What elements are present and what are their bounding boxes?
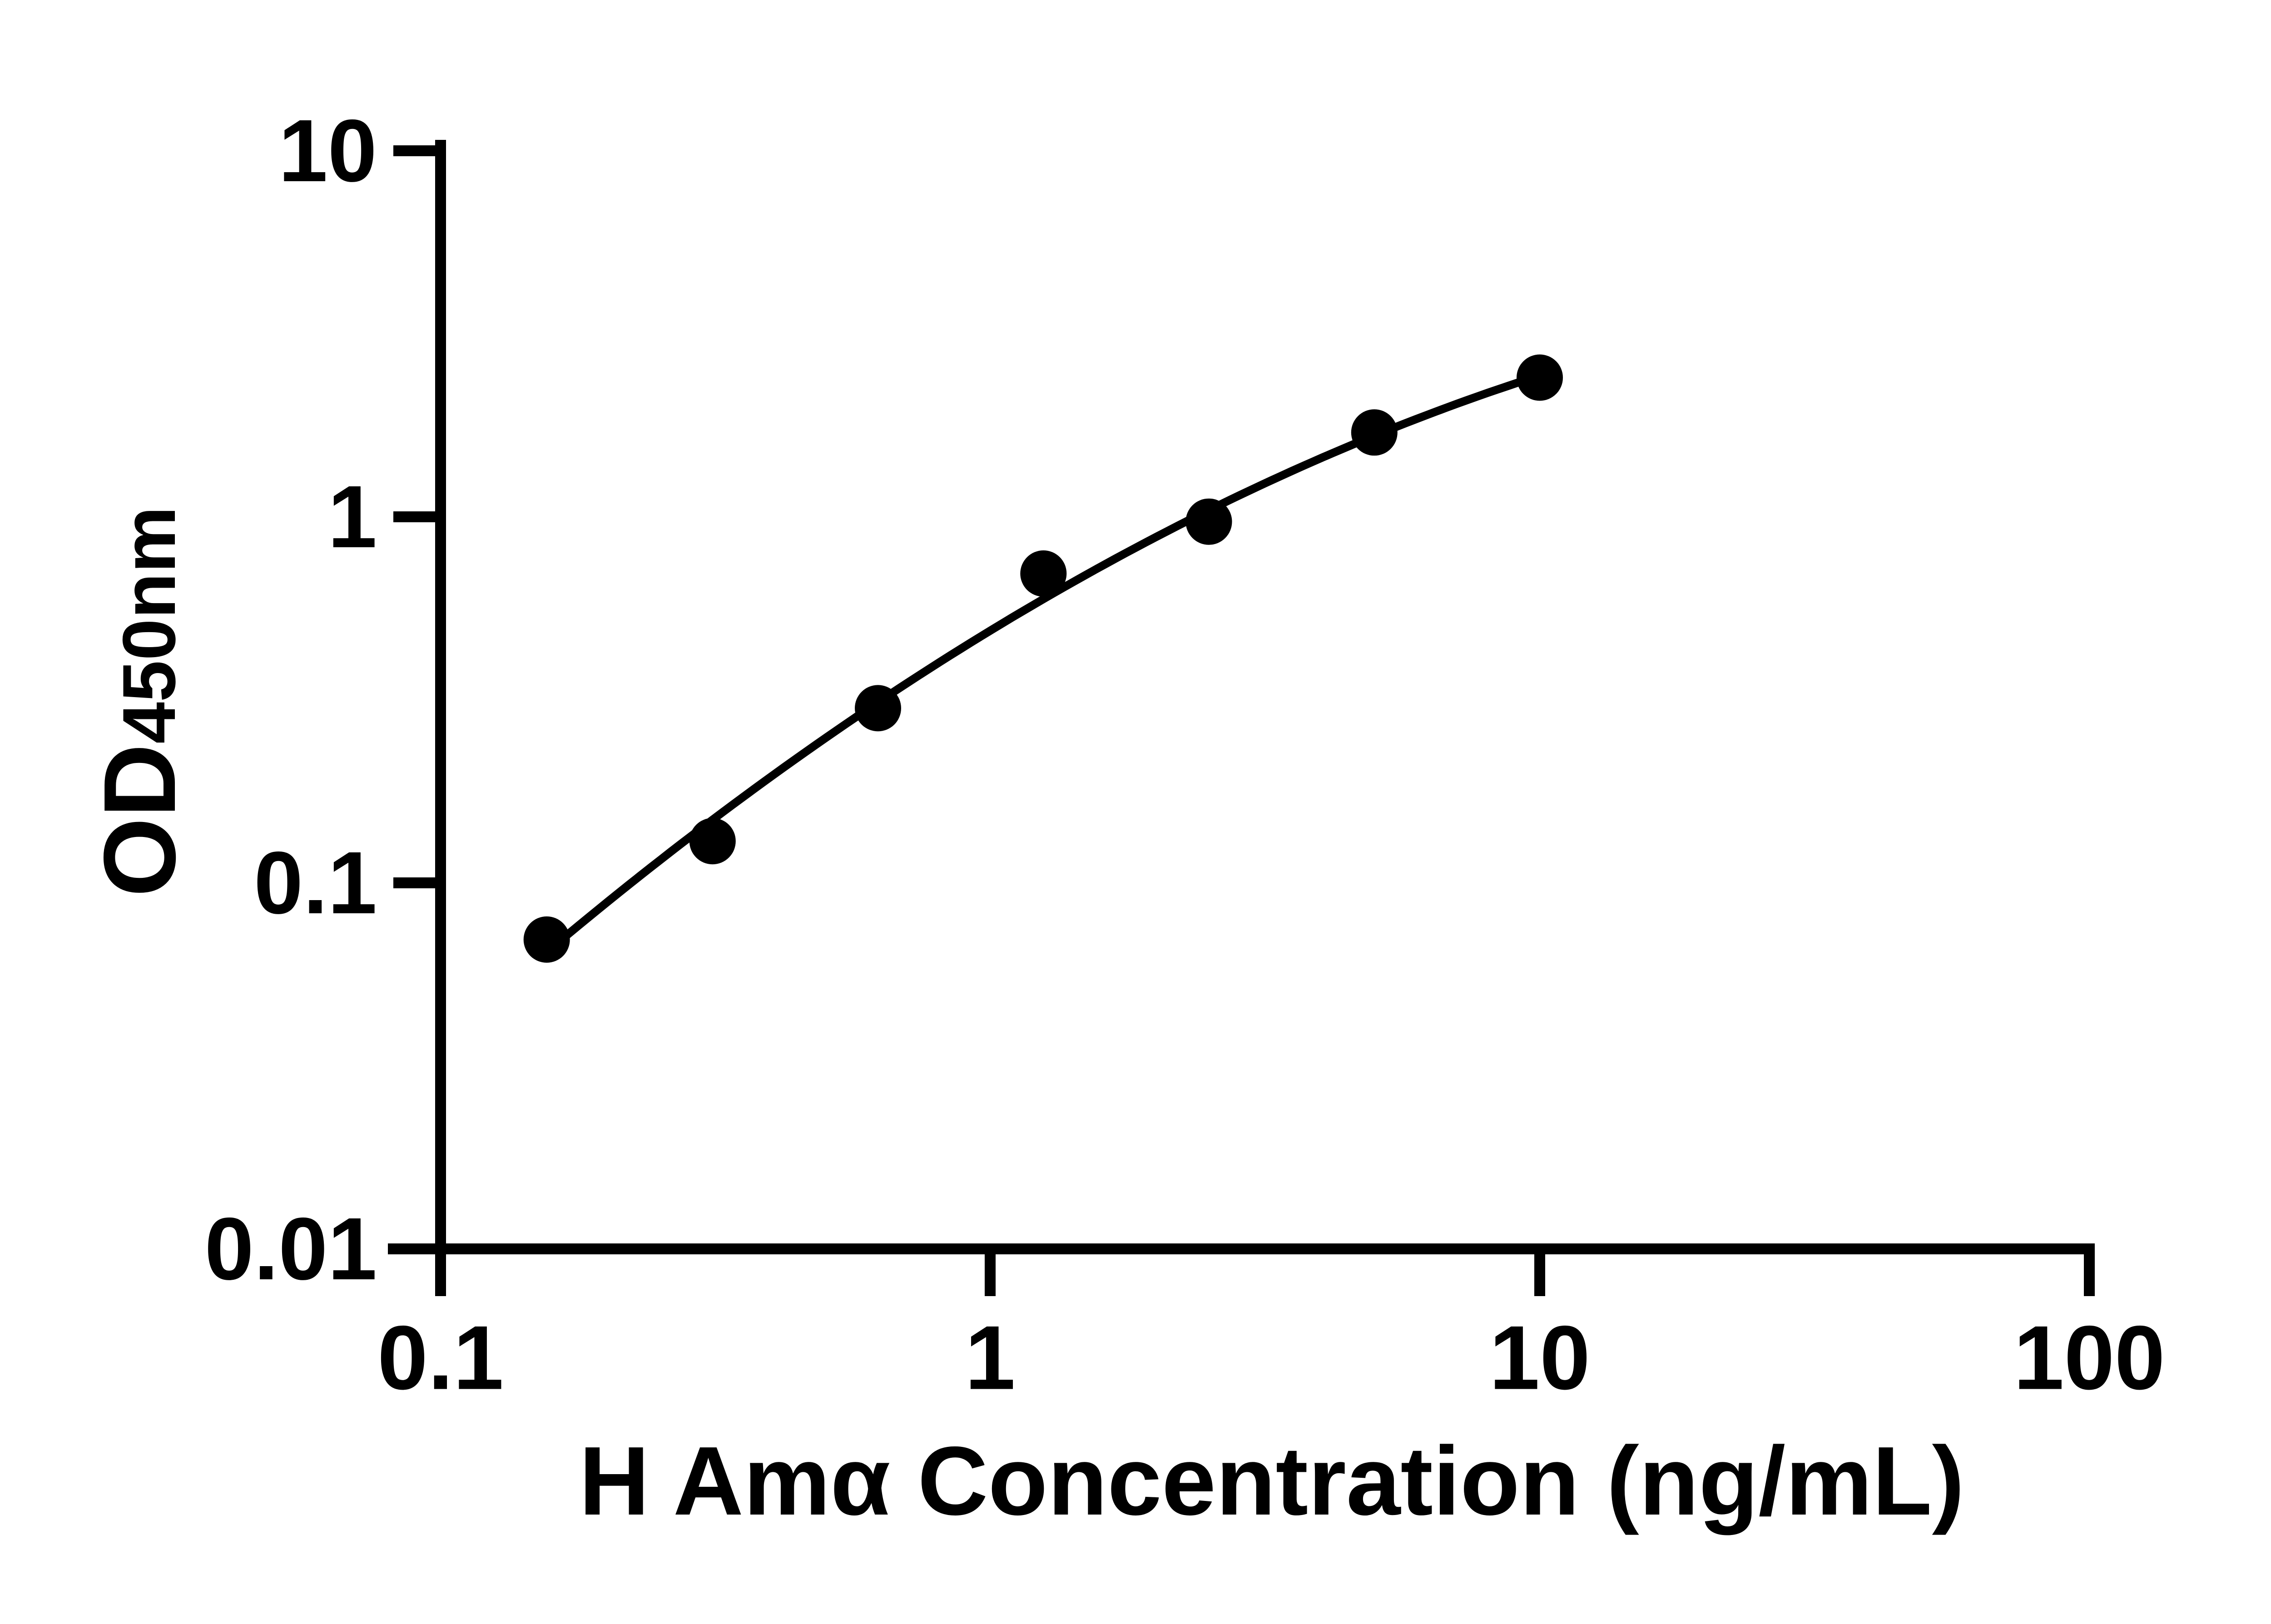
data-point-5 — [1185, 498, 1232, 545]
y-tick-labels: 10 1 0.1 0.01 — [204, 101, 377, 1298]
y-tick-label-0.1: 0.1 — [254, 833, 377, 932]
fit-curve — [542, 371, 1544, 956]
x-tick-label-100: 100 — [2013, 1307, 2165, 1409]
x-axis: 0.1 1 10 100 — [377, 1243, 2165, 1409]
data-points — [523, 354, 1563, 963]
x-axis-title: H Amα Concentration (ng/mL) — [579, 1426, 1964, 1535]
x-tick-label-0.1: 0.1 — [377, 1307, 504, 1409]
data-point-1 — [523, 916, 570, 963]
data-point-2 — [689, 818, 736, 865]
y-tick-label-1: 1 — [328, 467, 377, 566]
x-tick-marks — [435, 1249, 2095, 1296]
y-axis-title-main: OD — [82, 744, 197, 897]
data-point-7 — [1517, 354, 1563, 401]
x-tick-labels: 0.1 1 10 100 — [377, 1307, 2165, 1409]
y-tick-label-10: 10 — [278, 101, 377, 200]
data-point-6 — [1351, 409, 1398, 456]
y-tick-label-0.01: 0.01 — [204, 1199, 377, 1298]
data-point-3 — [855, 685, 901, 732]
x-tick-label-10: 10 — [1489, 1307, 1590, 1409]
y-tick-marks — [393, 145, 441, 1254]
y-axis-title-subscript: 450nm — [107, 506, 191, 744]
data-point-4 — [1020, 550, 1067, 597]
y-axis-title: OD450nm — [82, 506, 197, 897]
x-tick-label-1: 1 — [965, 1307, 1015, 1409]
y-axis: 10 1 0.1 0.01 — [204, 101, 446, 1298]
